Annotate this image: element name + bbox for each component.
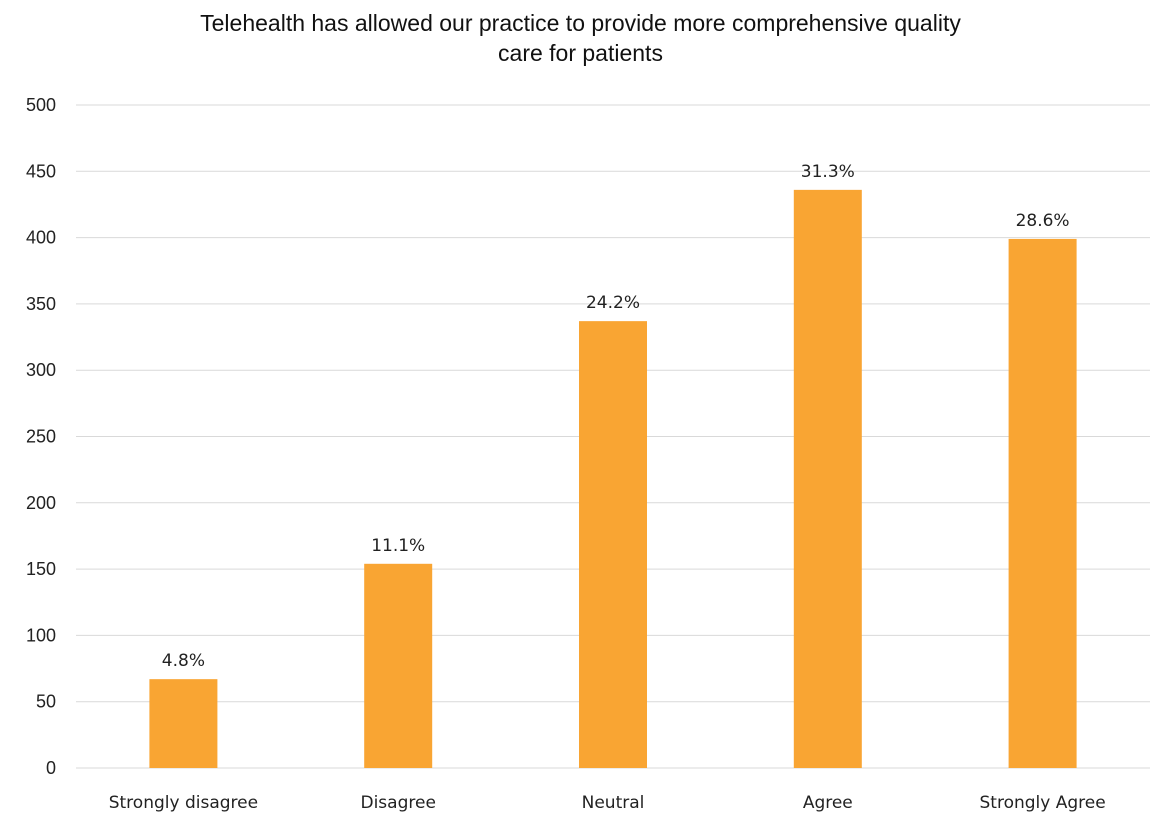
y-tick-label: 300 xyxy=(26,360,56,380)
y-tick-label: 50 xyxy=(36,692,56,712)
x-category-label: Disagree xyxy=(360,793,435,813)
x-category-label: Strongly Agree xyxy=(980,793,1106,813)
bar xyxy=(579,321,647,768)
chart-title-line-1: Telehealth has allowed our practice to p… xyxy=(200,10,961,36)
x-category-label: Agree xyxy=(803,793,853,813)
bar xyxy=(793,189,862,768)
data-label: 24.2% xyxy=(586,293,640,313)
y-tick-label: 250 xyxy=(26,427,56,447)
chart-title-line-2: care for patients xyxy=(498,40,663,66)
x-category-label: Neutral xyxy=(582,793,645,813)
y-tick-label: 400 xyxy=(26,228,56,248)
y-tick-label: 100 xyxy=(26,625,56,645)
x-category-label: Strongly disagree xyxy=(109,793,258,813)
y-tick-label: 450 xyxy=(26,161,56,181)
y-axis-ticks: 0 50 100 150 200 250 300 350 400 450 500 xyxy=(26,95,56,778)
data-label: 28.6% xyxy=(1016,211,1070,231)
y-tick-label: 500 xyxy=(26,95,56,115)
bar xyxy=(364,563,433,768)
data-labels: 4.8% 11.1% 24.2% 31.3% 28.6% xyxy=(162,162,1070,671)
bars xyxy=(149,189,1077,768)
y-tick-label: 0 xyxy=(46,758,56,778)
y-tick-label: 350 xyxy=(26,294,56,314)
bar xyxy=(1008,238,1077,768)
data-label: 4.8% xyxy=(162,651,205,671)
y-tick-label: 150 xyxy=(26,559,56,579)
x-axis-categories: Strongly disagree Disagree Neutral Agree Str… xyxy=(109,793,1106,813)
chart-title: Telehealth has allowed our practice to p… xyxy=(0,8,1161,68)
data-label: 11.1% xyxy=(371,536,425,556)
y-tick-label: 200 xyxy=(26,493,56,513)
bar xyxy=(149,679,218,768)
data-label: 31.3% xyxy=(801,162,855,182)
